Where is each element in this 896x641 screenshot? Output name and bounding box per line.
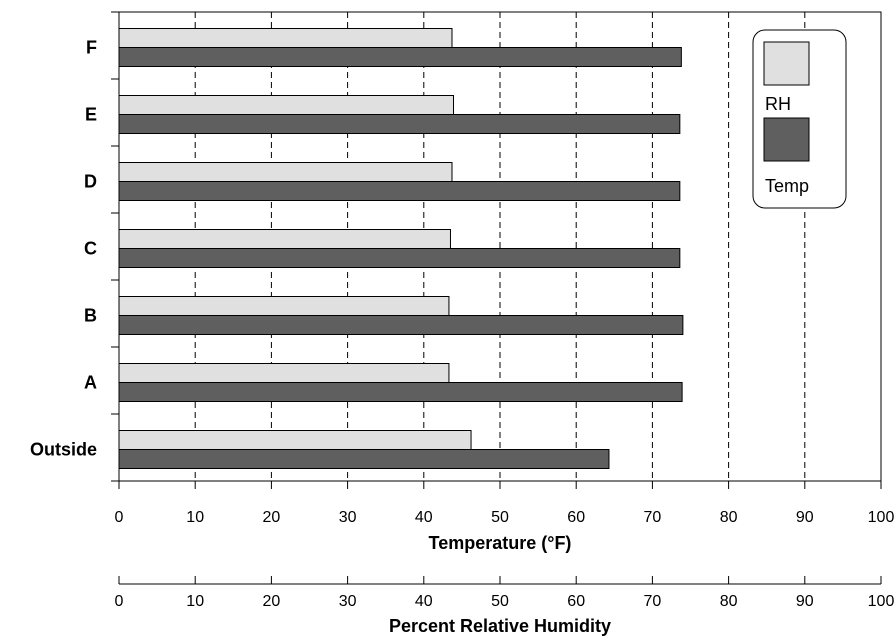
x-tick-label: 100: [868, 509, 895, 526]
x-tick-label: 40: [415, 593, 433, 610]
legend: RH Temp: [752, 29, 847, 209]
x-tick-label: 30: [339, 509, 357, 526]
x-axis-temperature: 0 10 20 30 40 50 60 70 80 90 100: [115, 481, 895, 526]
category-label: A: [84, 373, 97, 393]
x-tick-label: 50: [491, 509, 509, 526]
legend-swatch-rh: [763, 41, 810, 86]
x-tick-label: 0: [115, 593, 124, 610]
legend-swatch-temp: [763, 117, 810, 162]
bar-rh-e: [118, 95, 455, 115]
category-label: D: [84, 172, 97, 192]
category-label: F: [86, 38, 97, 58]
x-tick-label: 70: [644, 593, 662, 610]
x-tick-label: 10: [186, 593, 204, 610]
bar-temp-e: [118, 114, 681, 134]
bar-rh-a: [118, 363, 450, 383]
category-label: B: [84, 306, 97, 326]
category-label: C: [84, 239, 97, 259]
bar-rh-f: [118, 28, 453, 48]
x-tick-label: 100: [868, 593, 895, 610]
bar-temp-f: [118, 47, 682, 67]
x-tick-label: 70: [644, 509, 662, 526]
x-tick-label: 50: [491, 593, 509, 610]
x-tick-label: 40: [415, 509, 433, 526]
category-label: E: [85, 105, 97, 125]
x-tick-label: 20: [263, 593, 281, 610]
x-tick-label: 60: [567, 509, 585, 526]
x-tick-label: 80: [720, 509, 738, 526]
legend-label-rh: RH: [765, 94, 791, 114]
bar-temp-d: [118, 181, 681, 201]
x-tick-label: 90: [796, 593, 814, 610]
bar-rh-b: [118, 296, 450, 316]
x-tick-label: 20: [263, 509, 281, 526]
x-tick-label: 80: [720, 593, 738, 610]
category-label: Outside: [30, 440, 97, 460]
bar-temp-a: [118, 382, 683, 402]
y-ticks: [111, 11, 119, 482]
x-tick-label: 30: [339, 593, 357, 610]
x-axis-temperature-title: Temperature (°F): [429, 533, 572, 553]
bar-temp-outside: [118, 449, 610, 469]
legend-label-temp: Temp: [765, 176, 809, 196]
x-axis-humidity-title: Percent Relative Humidity: [389, 616, 611, 636]
category-labels: Outside A B C D E F: [30, 38, 97, 460]
bar-temp-b: [118, 315, 684, 335]
bars: [118, 28, 684, 469]
x-tick-label: 90: [796, 509, 814, 526]
bar-temp-c: [118, 248, 681, 268]
bar-rh-c: [118, 229, 451, 249]
bar-rh-outside: [118, 430, 472, 450]
x-axis-humidity: 0 10 20 30 40 50 60 70 80 90 100: [115, 576, 895, 610]
x-tick-label: 10: [186, 509, 204, 526]
bar-rh-d: [118, 162, 453, 182]
x-tick-label: 0: [115, 509, 124, 526]
x-tick-label: 60: [567, 593, 585, 610]
